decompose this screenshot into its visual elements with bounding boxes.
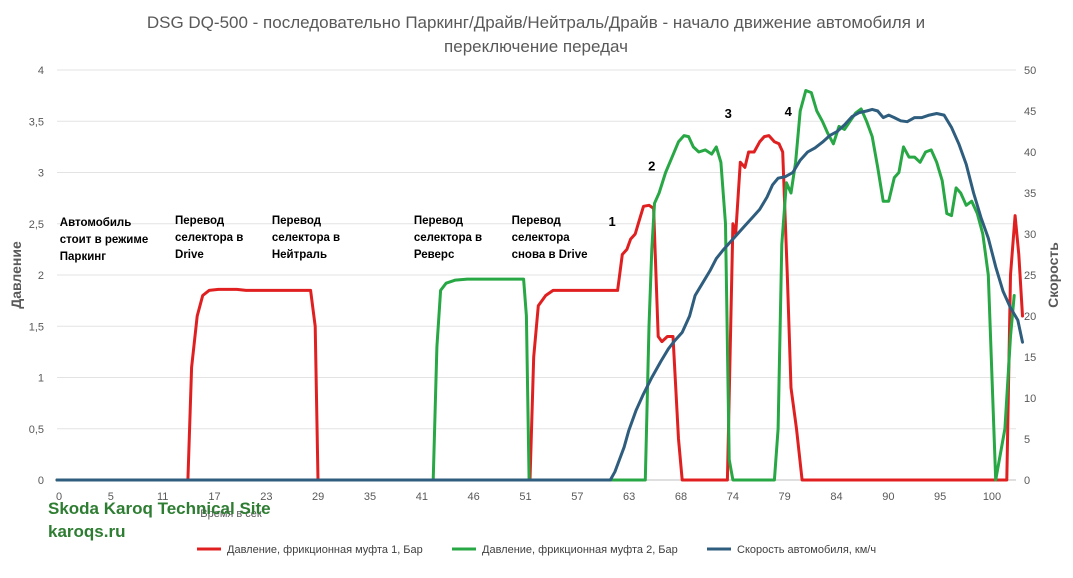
x-tick-label: 63 xyxy=(623,491,635,503)
legend: Давление, фрикционная муфта 1, Бар Давлен… xyxy=(197,544,876,556)
y2-tick-label: 50 xyxy=(1024,65,1036,77)
y-tick-label: 0 xyxy=(38,475,44,487)
x-tick-label: 35 xyxy=(364,491,376,503)
y2-tick-label: 40 xyxy=(1024,147,1036,159)
series-lines xyxy=(55,89,1024,482)
x-tick-label: 29 xyxy=(312,491,324,503)
annotation-text: Drive xyxy=(175,249,204,261)
y2-tick-label: 15 xyxy=(1024,352,1036,364)
watermark-title: Skoda Karoq Technical Site xyxy=(48,499,271,518)
y2-tick-label: 0 xyxy=(1024,475,1030,487)
y2-tick-label: 20 xyxy=(1024,311,1036,323)
annotation-text: селектора xyxy=(512,232,571,244)
annotation-text: селектора в xyxy=(175,232,243,244)
y-tick-label: 2 xyxy=(38,270,44,282)
y2-tick-label: 30 xyxy=(1024,229,1036,241)
y2-axis-label: Скорость xyxy=(1045,242,1061,308)
number-label: 4 xyxy=(785,104,793,119)
y-axis-label: Давление xyxy=(8,241,24,309)
chart-title-line: переключение передач xyxy=(444,37,628,56)
y2-tick-label: 10 xyxy=(1024,393,1036,405)
x-tick-label: 90 xyxy=(882,491,894,503)
legend-label-2: Давление, фрикционная муфта 2, Бар xyxy=(482,544,678,556)
x-tick-label: 100 xyxy=(983,491,1001,503)
x-tick-label: 51 xyxy=(519,491,531,503)
legend-label-3: Скорость автомобиля, км/ч xyxy=(737,544,876,556)
number-label: 3 xyxy=(725,106,732,121)
x-tick-label: 5 xyxy=(108,491,114,503)
y-tick-label: 4 xyxy=(38,65,44,77)
annotation-text: Перевод xyxy=(414,215,464,227)
annotation-text: селектора в xyxy=(414,232,482,244)
x-tick-label: 0 xyxy=(56,491,62,503)
x-tick-label: 41 xyxy=(416,491,428,503)
annotation-text: Реверс xyxy=(414,249,455,261)
y2-tick-label: 45 xyxy=(1024,106,1036,118)
y-tick-label: 2,5 xyxy=(29,219,44,231)
y-tick-label: 3,5 xyxy=(29,116,44,128)
y-tick-label: 0,5 xyxy=(29,424,44,436)
x-tick-label: 95 xyxy=(934,491,946,503)
chart-title-line: DSG DQ-500 - последовательно Паркинг/Дра… xyxy=(147,13,925,32)
annotation-text: Нейтраль xyxy=(272,249,327,261)
annotations: Автомобиль стоит в режиме Паркинг Перевод се… xyxy=(60,104,793,263)
x-tick-label: 79 xyxy=(779,491,791,503)
number-label: 1 xyxy=(608,214,615,229)
annotation-text: Автомобиль xyxy=(60,217,132,229)
annotation-text: Перевод xyxy=(272,215,322,227)
y-tick-label: 1 xyxy=(38,373,44,385)
x-tick-label: 23 xyxy=(260,491,272,503)
x-tick-label: 68 xyxy=(675,491,687,503)
legend-label-1: Давление, фрикционная муфта 1, Бар xyxy=(227,544,423,556)
annotation-text: Перевод xyxy=(512,215,562,227)
number-label: 2 xyxy=(648,158,655,173)
annotation-text: Паркинг xyxy=(60,251,106,263)
annotation-text: Перевод xyxy=(175,215,225,227)
watermark-url: karoqs.ru xyxy=(48,522,125,541)
chart-title: DSG DQ-500 - последовательно Паркинг/Дра… xyxy=(147,13,925,56)
x-axis-label: Время в сек xyxy=(200,508,262,520)
series-line-1 xyxy=(55,134,1024,482)
x-tick-label: 17 xyxy=(208,491,220,503)
x-tick-label: 57 xyxy=(571,491,583,503)
series-line-3 xyxy=(55,107,1024,482)
x-tick-label: 46 xyxy=(468,491,480,503)
y2-tick-label: 5 xyxy=(1024,434,1030,446)
series-line-2 xyxy=(55,89,1016,482)
x-tick-label: 11 xyxy=(157,491,168,503)
annotation-text: снова в Drive xyxy=(512,249,588,261)
annotation-text: селектора в xyxy=(272,232,340,244)
x-tick-label: 84 xyxy=(830,491,842,503)
y-tick-label: 1,5 xyxy=(29,321,44,333)
y-tick-label: 3 xyxy=(38,168,44,180)
y2-tick-label: 25 xyxy=(1024,270,1036,282)
annotation-text: стоит в режиме xyxy=(60,234,148,246)
y2-tick-label: 35 xyxy=(1024,188,1036,200)
gridlines xyxy=(57,69,1016,481)
x-tick-label: 74 xyxy=(727,491,739,503)
